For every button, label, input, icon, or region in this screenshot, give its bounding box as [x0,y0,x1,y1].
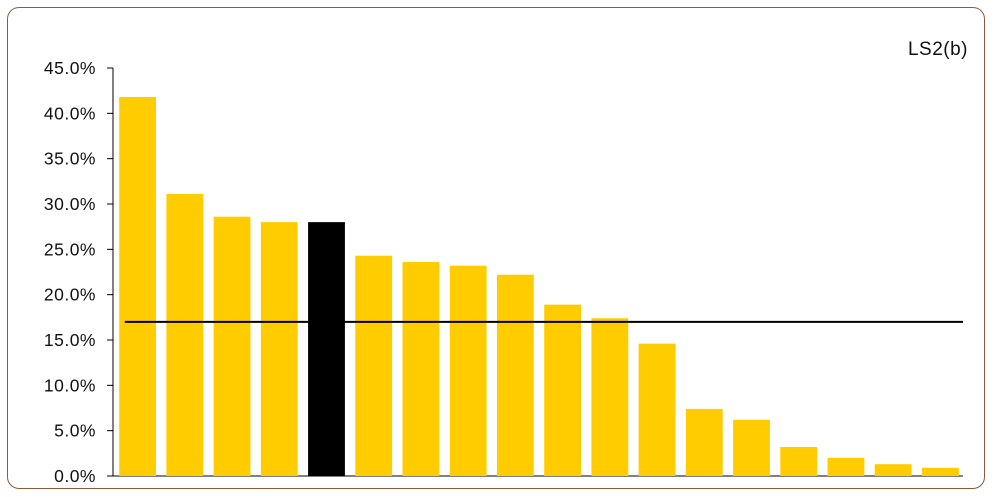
bar [166,194,204,476]
y-tick-label: 5.0% [54,421,96,441]
bar [402,262,440,476]
y-tick-label: 20.0% [44,285,96,305]
bar-highlight [308,222,345,476]
y-tick-label: 15.0% [44,330,96,350]
y-tick-label: 45.0% [44,58,96,78]
bar [496,274,534,476]
bar [591,318,629,476]
bar [260,222,298,476]
bar [544,304,582,476]
bar [119,97,157,476]
y-tick-label: 10.0% [44,375,96,395]
bars [119,97,959,476]
y-tick-label: 0.0% [54,466,96,486]
bar [780,446,818,476]
chart-title: LS2(b) [908,39,968,60]
bar [874,464,912,476]
y-tick-label: 30.0% [44,194,96,214]
bar [827,457,865,476]
bar [449,265,487,476]
bar [733,419,770,476]
bar [685,408,723,476]
y-tick-label: 35.0% [44,149,96,169]
bar [638,343,676,476]
chart-frame [7,7,985,489]
bar [213,216,251,476]
y-axis: 0.0% 5.0% 10.0% 15.0% 20.0% 25.0% 30.0% 35.0% 40… [44,58,963,486]
bar [355,255,393,476]
y-tick-label: 40.0% [44,103,96,123]
bar [921,467,959,476]
y-tick-label: 25.0% [44,239,96,259]
